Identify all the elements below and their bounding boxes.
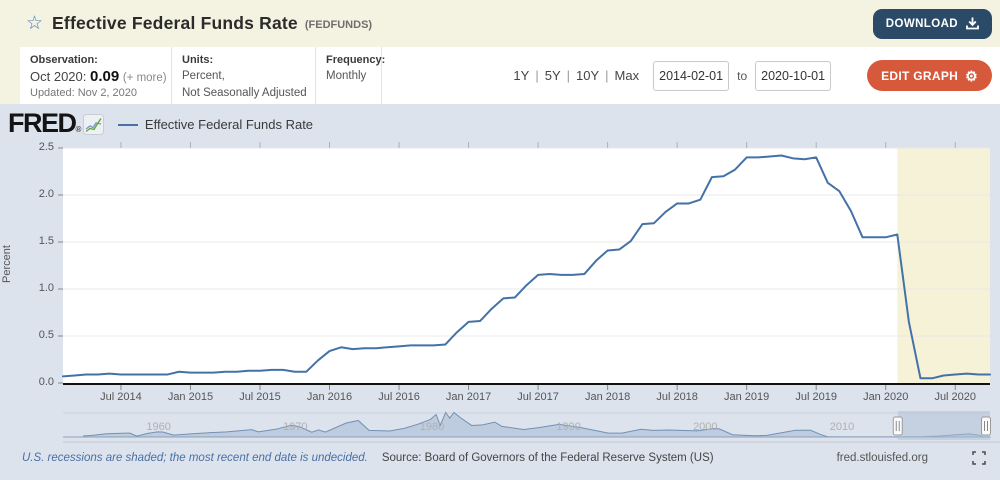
download-button-label: DOWNLOAD bbox=[885, 17, 958, 30]
favorite-star-icon[interactable]: ☆ bbox=[26, 13, 44, 34]
units-line2: Not Seasonally Adjusted bbox=[182, 86, 307, 99]
x-tick-label: Jan 2016 bbox=[306, 391, 353, 403]
date-to-input[interactable] bbox=[755, 60, 832, 91]
registered-mark: ® bbox=[75, 125, 82, 134]
date-from-input[interactable] bbox=[653, 60, 730, 91]
decade-label: 1990 bbox=[556, 421, 581, 433]
x-tick-label: Jul 2016 bbox=[378, 391, 420, 403]
x-tick-label: Jan 2015 bbox=[167, 391, 214, 403]
download-icon bbox=[966, 17, 979, 30]
title-bar: ☆ Effective Federal Funds Rate (FEDFUNDS… bbox=[0, 0, 1000, 47]
range-preset-max[interactable]: Max bbox=[614, 68, 640, 83]
y-tick-label: 2.0 bbox=[38, 188, 54, 200]
x-tick-label: Jul 2017 bbox=[517, 391, 559, 403]
units-label: Units: bbox=[182, 54, 214, 66]
x-tick-label: Jul 2019 bbox=[795, 391, 837, 403]
fullscreen-icon[interactable] bbox=[972, 451, 986, 465]
range-presets: 1Y | 5Y | 10Y | Max bbox=[513, 68, 639, 83]
frequency-block: Frequency: Monthly bbox=[316, 47, 386, 104]
decade-label: 2010 bbox=[829, 421, 855, 433]
x-tick-label: Jul 2014 bbox=[100, 391, 142, 403]
y-tick-label: 0.0 bbox=[38, 376, 54, 388]
x-tick-label: Jan 2017 bbox=[445, 391, 492, 403]
gear-icon: ⚙ bbox=[965, 67, 978, 84]
download-button[interactable]: DOWNLOAD bbox=[872, 8, 992, 39]
preset-separator: | bbox=[566, 68, 571, 83]
x-tick-label: Jul 2015 bbox=[239, 391, 281, 403]
recessions-note-link[interactable]: U.S. recessions are shaded; the most rec… bbox=[22, 452, 368, 464]
legend-line-sample bbox=[117, 123, 138, 126]
x-tick-label: Jan 2020 bbox=[863, 391, 909, 403]
y-tick-label: 1.5 bbox=[38, 235, 54, 247]
range-selector[interactable] bbox=[0, 404, 1000, 448]
legend-label: Effective Federal Funds Rate bbox=[144, 117, 314, 132]
observation-date: Oct 2020: bbox=[30, 69, 87, 84]
fedfunds-line bbox=[62, 154, 991, 380]
observation-value-line: Oct 2020: 0.09 (+ more) bbox=[30, 68, 167, 85]
decade-label: 2000 bbox=[693, 421, 718, 433]
observation-block: Observation: Oct 2020: 0.09 (+ more) Upd… bbox=[20, 47, 172, 104]
series-meta-bar: Observation: Oct 2020: 0.09 (+ more) Upd… bbox=[20, 47, 1000, 104]
chart-panel: FRED® Effective Federal Funds Rate Perce… bbox=[0, 104, 1000, 480]
x-tick-label: Jan 2018 bbox=[584, 391, 631, 403]
x-tick-label: Jan 2019 bbox=[724, 391, 770, 403]
date-range-to-label: to bbox=[737, 68, 748, 83]
x-tick-label: Jul 2020 bbox=[934, 391, 977, 403]
frequency-value: Monthly bbox=[326, 70, 367, 82]
chart-footer: U.S. recessions are shaded; the most rec… bbox=[0, 445, 1000, 471]
site-url: fred.stlouisfed.org bbox=[836, 452, 928, 464]
selection-window[interactable] bbox=[897, 411, 990, 440]
range-preset-1y[interactable]: 1Y bbox=[513, 68, 530, 83]
selector-handle-right[interactable] bbox=[981, 416, 991, 436]
observation-label: Observation: bbox=[30, 54, 98, 66]
preset-separator: | bbox=[605, 68, 609, 83]
series-ticker: (FEDFUNDS) bbox=[304, 19, 373, 31]
decade-label: 1970 bbox=[283, 421, 308, 433]
y-tick-label: 0.5 bbox=[38, 329, 54, 341]
units-line1: Percent, bbox=[182, 70, 225, 82]
fred-logo: FRED® bbox=[8, 108, 82, 138]
range-preset-10y[interactable]: 10Y bbox=[576, 68, 600, 83]
brand-row: FRED® Effective Federal Funds Rate bbox=[8, 110, 313, 137]
fred-sparkline-icon bbox=[82, 114, 104, 135]
date-range-controls: 1Y | 5Y | 10Y | Max to EDIT GRAPH ⚙ bbox=[513, 47, 1000, 104]
source-text: Source: Board of Governors of the Federa… bbox=[381, 452, 714, 464]
observation-value: 0.09 bbox=[90, 68, 120, 85]
y-tick-label: 1.0 bbox=[38, 282, 54, 294]
range-preset-5y[interactable]: 5Y bbox=[544, 68, 561, 83]
x-tick-label: Jul 2018 bbox=[656, 391, 698, 403]
more-observations-link[interactable]: (+ more) bbox=[122, 72, 167, 84]
main-chart-plot[interactable] bbox=[0, 104, 1000, 404]
y-tick-label: 2.5 bbox=[38, 141, 54, 153]
edit-graph-button[interactable]: EDIT GRAPH ⚙ bbox=[867, 60, 992, 91]
decade-label: 1960 bbox=[146, 421, 171, 433]
edit-graph-label: EDIT GRAPH bbox=[881, 68, 959, 83]
frequency-label: Frequency: bbox=[326, 54, 386, 66]
selector-handle-left[interactable] bbox=[892, 416, 903, 436]
observation-updated: Updated: Nov 2, 2020 bbox=[30, 87, 138, 99]
units-block: Units: Percent, Not Seasonally Adjusted bbox=[172, 47, 316, 104]
preset-separator: | bbox=[535, 68, 539, 83]
page-title: Effective Federal Funds Rate bbox=[52, 13, 298, 33]
decade-label: 1980 bbox=[419, 421, 445, 433]
recession-band bbox=[897, 148, 990, 383]
plot-background bbox=[63, 148, 990, 383]
legend: Effective Federal Funds Rate bbox=[117, 117, 314, 132]
